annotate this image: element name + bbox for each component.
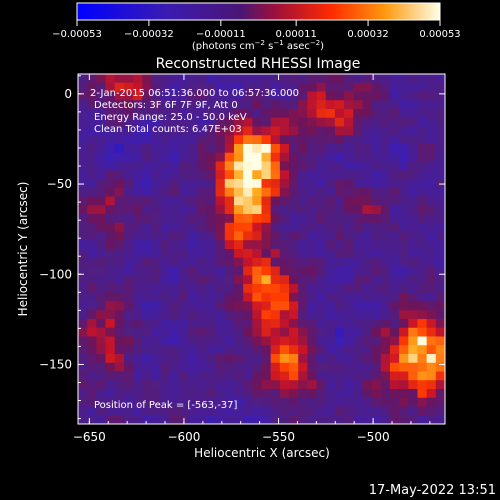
annotation-time: 2-Jan-2015 06:51:36.000 to 06:57:36.000 bbox=[90, 88, 299, 99]
y-axis: 0 −50 −100 −150 bbox=[39, 75, 445, 420]
colorbar-label: (photons cm−2 s−1 asec−2) bbox=[192, 39, 324, 52]
colorbar-tick-label: 0.00032 bbox=[347, 29, 388, 40]
plot-frame bbox=[77, 73, 446, 425]
colorbar-tick-label: −0.00053 bbox=[52, 29, 102, 40]
annotation-peak: Position of Peak = [-563,-37] bbox=[94, 400, 238, 411]
colorbar-gradient bbox=[76, 2, 441, 21]
heatmap-image bbox=[78, 74, 445, 424]
annotation-clean: Clean Total counts: 6.47E+03 bbox=[94, 124, 242, 135]
x-axis-label: Heliocentric X (arcsec) bbox=[194, 446, 330, 460]
colorbar-ticks: −0.00053 −0.00032 −0.00011 0.00011 0.00032 0.… bbox=[52, 20, 461, 40]
y-tick-label: 0 bbox=[64, 87, 72, 101]
annotation-energy: Energy Range: 25.0 - 50.0 keV bbox=[94, 112, 247, 123]
annotations: 2-Jan-2015 06:51:36.000 to 06:57:36.000 … bbox=[90, 88, 299, 411]
x-tick-label: −600 bbox=[167, 430, 200, 444]
y-tick-label: −100 bbox=[39, 267, 72, 281]
colorbar-tick-label: 0.00053 bbox=[419, 29, 460, 40]
colorbar-tick-label: −0.00032 bbox=[124, 29, 174, 40]
chart-title: Reconstructed RHESSI Image bbox=[156, 56, 361, 72]
y-tick-label: −150 bbox=[39, 357, 72, 371]
y-axis-label: Heliocentric Y (arcsec) bbox=[16, 182, 30, 317]
x-tick-label: −650 bbox=[73, 430, 106, 444]
colorbar: −0.00053 −0.00032 −0.00011 0.00011 0.00032 0.… bbox=[52, 2, 461, 52]
x-tick-label: −550 bbox=[262, 430, 295, 444]
colorbar-tick-label: 0.00011 bbox=[275, 29, 316, 40]
footer-timestamp: 17-May-2022 13:51 bbox=[369, 483, 496, 498]
x-axis: −650 −600 −550 −500 bbox=[73, 74, 431, 444]
x-tick-label: −500 bbox=[357, 430, 390, 444]
y-tick-label: −50 bbox=[47, 177, 72, 191]
colorbar-tick-label: −0.00011 bbox=[196, 29, 246, 40]
annotation-detectors: Detectors: 3F 6F 7F 9F, Att 0 bbox=[94, 100, 238, 111]
